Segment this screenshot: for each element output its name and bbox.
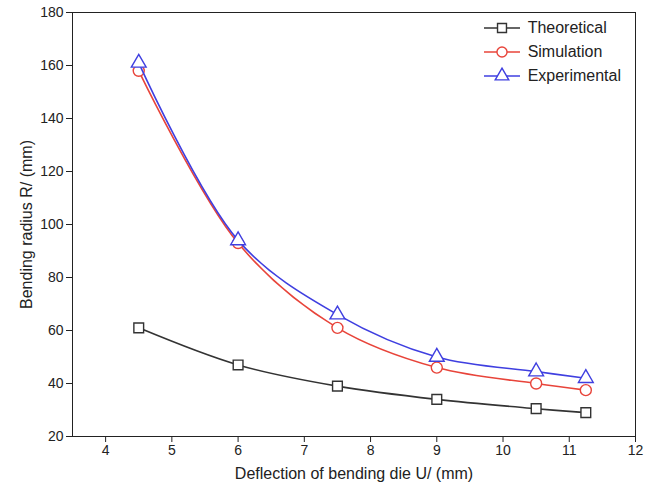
svg-text:140: 140 [40,110,64,126]
svg-text:160: 160 [40,57,64,73]
svg-text:5: 5 [168,442,176,458]
svg-text:11: 11 [562,442,577,458]
svg-text:Bending radius R/ (mm): Bending radius R/ (mm) [18,140,35,309]
svg-text:40: 40 [48,375,64,391]
svg-text:9: 9 [433,442,441,458]
svg-text:Deflection of bending die U/ (: Deflection of bending die U/ (mm) [235,465,473,482]
html-text:Experimental: Experimental [527,67,621,84]
svg-text:4: 4 [102,442,110,458]
svg-text:20: 20 [48,428,64,444]
svg-text:6: 6 [234,442,242,458]
svg-text:10: 10 [495,442,511,458]
svg-text:8: 8 [367,442,375,458]
svg-text:12: 12 [628,442,644,458]
svg-text:80: 80 [48,269,64,285]
svg-text:7: 7 [300,442,308,458]
svg-text:60: 60 [48,322,64,338]
svg-text:180: 180 [40,4,64,20]
svg-text:120: 120 [40,163,64,179]
html-text:Theoretical: Theoretical [527,19,607,36]
svg-text:100: 100 [40,216,64,232]
html-text:Simulation: Simulation [527,43,603,60]
